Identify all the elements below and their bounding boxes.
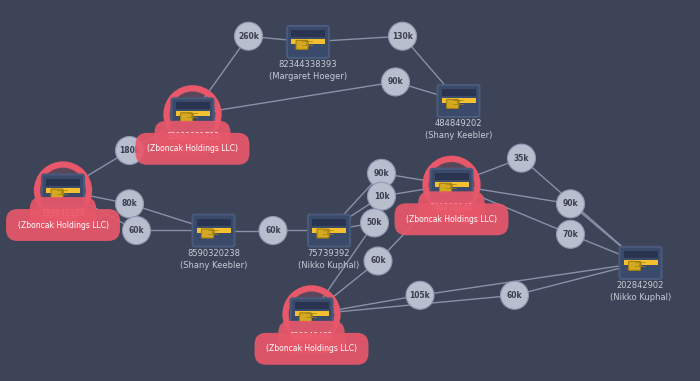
Text: (Nikko Kuphal): (Nikko Kuphal) <box>298 261 360 269</box>
Circle shape <box>116 190 144 218</box>
FancyBboxPatch shape <box>296 40 308 50</box>
FancyBboxPatch shape <box>42 174 84 207</box>
Text: 740208345: 740208345 <box>430 203 473 212</box>
Text: 8590320238: 8590320238 <box>187 248 240 258</box>
Text: 90k: 90k <box>388 77 403 86</box>
Circle shape <box>364 247 392 275</box>
Circle shape <box>428 162 475 208</box>
FancyBboxPatch shape <box>295 303 328 309</box>
Text: (Shany Keebler): (Shany Keebler) <box>425 131 492 140</box>
Text: 202842902: 202842902 <box>617 281 664 290</box>
FancyBboxPatch shape <box>46 179 80 186</box>
Text: 35k: 35k <box>514 154 529 163</box>
FancyBboxPatch shape <box>176 111 209 116</box>
Text: 10k: 10k <box>374 192 389 201</box>
Text: 50k: 50k <box>367 218 382 227</box>
Text: (Zboncak Holdings LLC): (Zboncak Holdings LLC) <box>147 144 238 153</box>
FancyBboxPatch shape <box>620 247 662 279</box>
FancyBboxPatch shape <box>300 313 312 322</box>
FancyBboxPatch shape <box>295 311 328 316</box>
FancyBboxPatch shape <box>435 173 468 180</box>
FancyBboxPatch shape <box>51 189 63 198</box>
FancyBboxPatch shape <box>438 85 480 117</box>
Circle shape <box>508 144 536 172</box>
Text: (Zboncak Holdings LLC): (Zboncak Holdings LLC) <box>266 344 357 353</box>
Circle shape <box>556 190 584 218</box>
FancyBboxPatch shape <box>193 215 235 247</box>
Text: 70k: 70k <box>563 230 578 239</box>
Text: 90k: 90k <box>374 169 389 178</box>
Text: 023948482: 023948482 <box>290 332 333 341</box>
Text: 105k: 105k <box>410 291 430 300</box>
Circle shape <box>122 216 150 245</box>
Text: 60k: 60k <box>370 256 386 266</box>
FancyBboxPatch shape <box>312 227 346 232</box>
FancyBboxPatch shape <box>442 98 475 103</box>
FancyBboxPatch shape <box>176 102 209 109</box>
Text: (Nikko Kuphal): (Nikko Kuphal) <box>610 293 671 302</box>
Circle shape <box>116 136 144 165</box>
Circle shape <box>382 68 409 96</box>
FancyBboxPatch shape <box>202 229 214 238</box>
Text: 130k: 130k <box>392 32 413 41</box>
Circle shape <box>368 159 395 187</box>
FancyBboxPatch shape <box>442 89 475 96</box>
FancyBboxPatch shape <box>629 261 640 271</box>
FancyBboxPatch shape <box>291 39 325 44</box>
Text: 60k: 60k <box>265 226 281 235</box>
Text: (Zboncak Holdings LLC): (Zboncak Holdings LLC) <box>18 221 108 229</box>
FancyBboxPatch shape <box>290 298 332 330</box>
Circle shape <box>40 168 86 213</box>
FancyBboxPatch shape <box>197 219 230 226</box>
FancyBboxPatch shape <box>447 99 459 109</box>
FancyBboxPatch shape <box>46 187 80 192</box>
Text: 180k: 180k <box>119 146 140 155</box>
Circle shape <box>259 216 287 245</box>
Circle shape <box>169 91 216 137</box>
Text: 80k: 80k <box>122 199 137 208</box>
FancyBboxPatch shape <box>308 215 350 247</box>
FancyBboxPatch shape <box>430 169 473 201</box>
Circle shape <box>234 22 262 50</box>
FancyBboxPatch shape <box>181 113 192 122</box>
Text: 60k: 60k <box>129 226 144 235</box>
Text: 90k: 90k <box>563 199 578 208</box>
FancyBboxPatch shape <box>624 251 657 258</box>
Text: 75739392: 75739392 <box>308 248 350 258</box>
Text: (Zboncak Holdings LLC): (Zboncak Holdings LLC) <box>406 215 497 224</box>
Text: 484849202: 484849202 <box>435 119 482 128</box>
FancyBboxPatch shape <box>291 30 325 37</box>
FancyBboxPatch shape <box>317 229 329 238</box>
Text: 193845323: 193845323 <box>41 208 85 218</box>
FancyBboxPatch shape <box>312 219 346 226</box>
FancyBboxPatch shape <box>624 260 657 265</box>
Circle shape <box>389 22 416 50</box>
Text: (Margaret Hoeger): (Margaret Hoeger) <box>269 72 347 81</box>
Text: 02932321723: 02932321723 <box>166 132 219 141</box>
Text: 260k: 260k <box>238 32 259 41</box>
FancyBboxPatch shape <box>440 183 452 192</box>
Circle shape <box>360 209 388 237</box>
Circle shape <box>406 281 434 309</box>
Circle shape <box>368 182 395 210</box>
Circle shape <box>556 220 584 248</box>
FancyBboxPatch shape <box>435 182 468 187</box>
Text: 82344338393: 82344338393 <box>279 60 337 69</box>
Circle shape <box>500 281 528 309</box>
FancyBboxPatch shape <box>287 26 329 58</box>
FancyBboxPatch shape <box>172 98 214 130</box>
Text: (Shany Keebler): (Shany Keebler) <box>180 261 247 269</box>
FancyBboxPatch shape <box>197 227 230 232</box>
Circle shape <box>288 291 335 337</box>
Text: 60k: 60k <box>507 291 522 300</box>
